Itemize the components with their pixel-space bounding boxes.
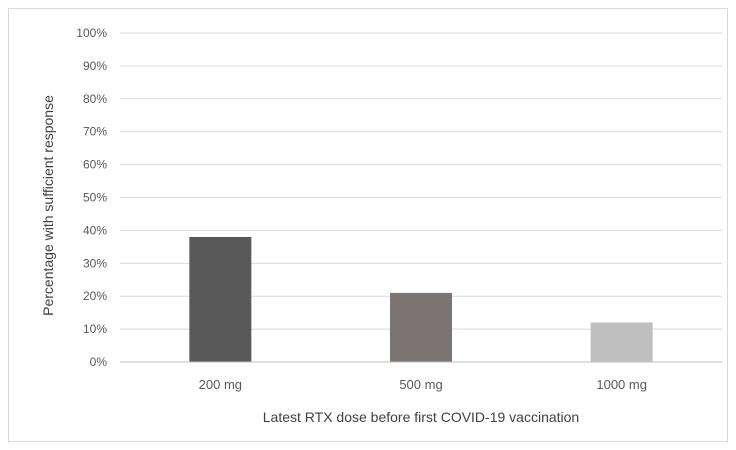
y-tick-label: 50%	[83, 191, 107, 205]
bar-1000-mg	[590, 322, 653, 362]
y-tick-label: 90%	[83, 59, 107, 73]
x-axis-title: Latest RTX dose before first COVID-19 va…	[263, 409, 579, 425]
y-tick-label: 60%	[83, 158, 107, 172]
bars	[189, 236, 653, 362]
bar-500-mg	[390, 292, 452, 362]
chart-frame	[8, 8, 728, 442]
x-tick-label: 200 mg	[199, 377, 242, 392]
x-tick-label: 1000 mg	[596, 377, 647, 392]
y-axis-tick-labels: 0% 10% 20% 30% 40% 50% 60% 70% 80% 90% 100%	[76, 26, 107, 369]
y-tick-label: 0%	[90, 355, 108, 369]
x-tick-label: 500 mg	[399, 377, 442, 392]
x-axis-tick-labels: 200 mg 500 mg 1000 mg	[199, 377, 647, 392]
bar-200-mg	[189, 236, 252, 362]
y-tick-label: 100%	[76, 26, 107, 40]
y-axis-title: Percentage with sufficient response	[40, 95, 56, 316]
y-tick-label: 80%	[83, 92, 107, 106]
y-tick-label: 30%	[83, 256, 107, 270]
y-tick-label: 10%	[83, 322, 107, 336]
y-tick-label: 20%	[83, 289, 107, 303]
y-tick-label: 40%	[83, 223, 107, 237]
y-tick-label: 70%	[83, 125, 107, 139]
